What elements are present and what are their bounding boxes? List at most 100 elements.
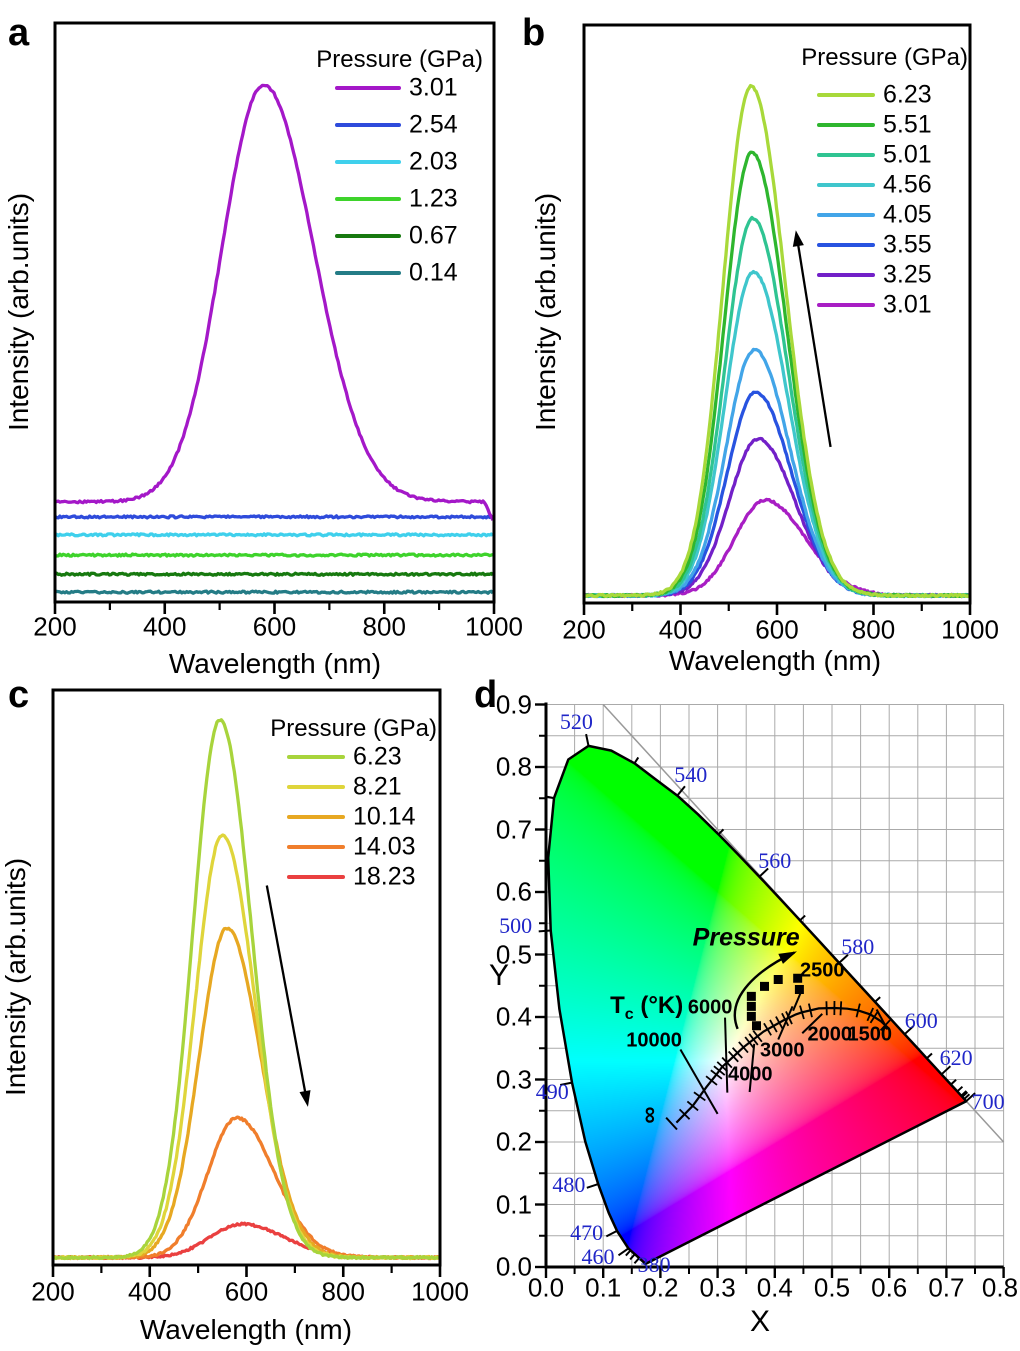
d-x-tick-label-0.1: 0.1 bbox=[585, 1272, 622, 1303]
x-tick-label-600: 600 bbox=[252, 611, 297, 642]
legend-line-sample-6.23 bbox=[817, 93, 875, 97]
legend-line-sample-3.01 bbox=[335, 86, 401, 90]
wavelength-label-460: 460 bbox=[581, 1244, 615, 1269]
d-y-tick-label-0.0: 0.0 bbox=[495, 1251, 532, 1282]
series-curve-2.03-gpa bbox=[53, 532, 494, 538]
legend-line-sample-3.25 bbox=[817, 273, 875, 277]
d-x-tick-label-0.0: 0.0 bbox=[527, 1272, 565, 1303]
legend-label-18.23-gpa: 18.23 bbox=[353, 862, 416, 891]
wavelength-label-520: 520 bbox=[559, 709, 593, 734]
d-y-tick-label-0.9: 0.9 bbox=[495, 689, 532, 719]
series-curve-14.03-gpa bbox=[52, 1115, 440, 1261]
legend-line-sample-18.23 bbox=[287, 875, 345, 879]
x-tick-label-200: 200 bbox=[33, 611, 77, 642]
cct-label-∞: ∞ bbox=[637, 1105, 665, 1124]
panel-c-x-axis-title: Wavelength (nm) bbox=[139, 1314, 353, 1345]
d-y-tick-label-0.4: 0.4 bbox=[495, 1001, 532, 1032]
legend-line-sample-4.56 bbox=[817, 183, 875, 187]
d-x-tick-label-0.8: 0.8 bbox=[981, 1272, 1019, 1303]
legend-label-10.14-gpa: 10.14 bbox=[353, 802, 416, 831]
series-curve-2.54-gpa bbox=[54, 514, 494, 520]
legend-label-6.23-gpa: 6.23 bbox=[883, 80, 932, 109]
x-tick-label-1000: 1000 bbox=[941, 614, 999, 645]
x-tick-label-600: 600 bbox=[755, 614, 799, 645]
legend-line-sample-6.23 bbox=[287, 755, 345, 759]
legend-line-sample-14.03 bbox=[287, 845, 345, 849]
x-tick-label-400: 400 bbox=[143, 611, 187, 642]
d-y-tick-label-0.5: 0.5 bbox=[495, 939, 532, 969]
legend-label-3.25-gpa: 3.25 bbox=[883, 260, 932, 289]
pressure-annotation: Pressure bbox=[692, 923, 800, 952]
wavelength-label-620: 620 bbox=[939, 1045, 973, 1071]
legend-label-0.14-gpa: 0.14 bbox=[409, 258, 458, 287]
d-x-tick-label-0.6: 0.6 bbox=[871, 1272, 908, 1303]
wavelength-label-490: 490 bbox=[535, 1079, 569, 1104]
cct-label-2000: 2000 bbox=[807, 1023, 852, 1045]
legend-label-4.05-gpa: 4.05 bbox=[883, 200, 932, 229]
wavelength-label-540: 540 bbox=[674, 762, 708, 788]
series-curve-3.55-gpa bbox=[583, 390, 971, 599]
d-y-tick-label-0.1: 0.1 bbox=[495, 1189, 532, 1219]
d-y-tick-label-0.3: 0.3 bbox=[495, 1064, 532, 1094]
wavelength-label-580: 580 bbox=[841, 934, 875, 959]
x-tick-label-400: 400 bbox=[128, 1276, 172, 1307]
series-curve-8.21-gpa bbox=[52, 833, 440, 1261]
d-y-tick-label-0.2: 0.2 bbox=[495, 1126, 532, 1157]
cct-label-3000: 3000 bbox=[759, 1039, 805, 1062]
d-x-tick-label-0.7: 0.7 bbox=[928, 1272, 965, 1303]
series-curve-4.05-gpa bbox=[583, 347, 971, 599]
pressure-trend-arrow-shaft bbox=[796, 239, 832, 448]
x-tick-label-800: 800 bbox=[321, 1276, 365, 1307]
legend-line-sample-4.05 bbox=[817, 213, 875, 217]
color-temperature-axis-label: Tc (°K) bbox=[610, 991, 684, 1023]
cct-label-1500: 1500 bbox=[847, 1023, 893, 1046]
legend-line-sample-5.51 bbox=[817, 123, 875, 127]
legend-line-sample-0.67 bbox=[335, 234, 401, 238]
panel-b-x-axis-title: Wavelength (nm) bbox=[668, 645, 882, 676]
cct-label-4000: 4000 bbox=[727, 1063, 773, 1085]
x-tick-label-1000: 1000 bbox=[465, 611, 523, 642]
panel-a-legend-title: Pressure (GPa) bbox=[316, 46, 483, 73]
wavelength-label-560: 560 bbox=[758, 847, 792, 873]
panel-c-y-axis-title: Intensity (arb.units) bbox=[0, 857, 31, 1097]
x-tick-label-600: 600 bbox=[224, 1276, 269, 1307]
cct-label-10000: 10000 bbox=[626, 1029, 682, 1052]
legend-label-0.67-gpa: 0.67 bbox=[409, 221, 458, 250]
panel-d-letter: d bbox=[474, 674, 498, 716]
legend-line-sample-2.03 bbox=[335, 160, 401, 164]
x-tick-label-800: 800 bbox=[851, 614, 896, 645]
legend-label-5.51-gpa: 5.51 bbox=[883, 110, 932, 139]
x-tick-label-800: 800 bbox=[362, 611, 406, 642]
wavelength-label-500: 500 bbox=[499, 913, 533, 939]
panel-d-x-axis-title: X bbox=[749, 1305, 771, 1338]
legend-label-6.23-gpa: 6.23 bbox=[353, 742, 402, 771]
legend-label-5.01-gpa: 5.01 bbox=[883, 140, 932, 169]
panel-c-legend-title: Pressure (GPa) bbox=[270, 715, 437, 742]
legend-label-4.56-gpa: 4.56 bbox=[883, 170, 932, 199]
d-y-tick-label-0.6: 0.6 bbox=[495, 876, 532, 907]
legend-label-8.21-gpa: 8.21 bbox=[353, 772, 402, 801]
legend-label-3.01-gpa: 3.01 bbox=[883, 290, 932, 319]
panel-b-y-axis-title: Intensity (arb.units) bbox=[530, 192, 561, 432]
series-curve-10.14-gpa bbox=[52, 926, 440, 1261]
x-tick-label-1000: 1000 bbox=[411, 1276, 469, 1307]
d-x-tick-label-0.3: 0.3 bbox=[699, 1272, 736, 1303]
series-curve-0.14-gpa bbox=[54, 589, 495, 595]
d-x-tick-label-0.5: 0.5 bbox=[813, 1272, 851, 1303]
d-y-tick-label-0.8: 0.8 bbox=[495, 751, 532, 782]
panel-a-x-axis-title: Wavelength (nm) bbox=[168, 648, 382, 679]
cct-label-2500: 2500 bbox=[800, 959, 845, 982]
series-curve-3.01-gpa bbox=[583, 497, 970, 599]
legend-label-2.54-gpa: 2.54 bbox=[409, 110, 458, 139]
pressure-trend-arrow-shaft bbox=[265, 885, 308, 1098]
x-tick-label-400: 400 bbox=[658, 614, 703, 645]
x-tick-label-200: 200 bbox=[31, 1276, 75, 1307]
legend-label-2.03-gpa: 2.03 bbox=[409, 147, 458, 176]
cie-chromaticity-color-wash bbox=[546, 704, 1004, 1268]
legend-line-sample-10.14 bbox=[287, 815, 345, 819]
cct-label-6000: 6000 bbox=[687, 996, 733, 1019]
wavelength-label-480: 480 bbox=[552, 1172, 586, 1198]
panel-b-legend-title: Pressure (GPa) bbox=[801, 44, 968, 71]
series-curve-0.67-gpa bbox=[54, 571, 495, 577]
